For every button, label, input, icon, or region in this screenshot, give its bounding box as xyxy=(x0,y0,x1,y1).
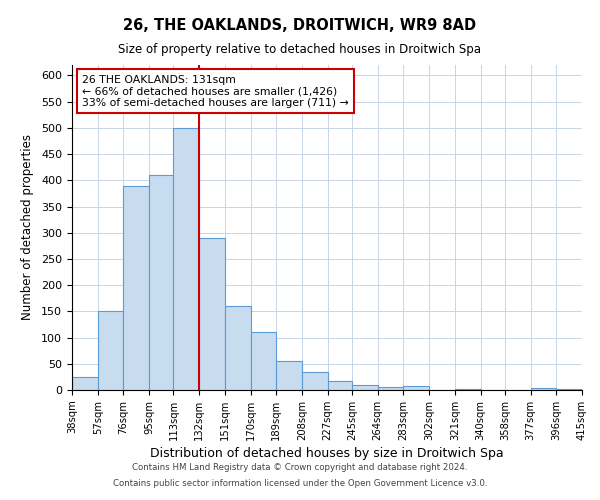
X-axis label: Distribution of detached houses by size in Droitwich Spa: Distribution of detached houses by size … xyxy=(150,447,504,460)
Bar xyxy=(276,361,302,390)
Bar xyxy=(199,238,225,390)
Bar xyxy=(251,332,276,390)
Bar xyxy=(378,388,403,390)
Bar xyxy=(98,312,124,390)
Y-axis label: Number of detached properties: Number of detached properties xyxy=(21,134,34,320)
Bar xyxy=(225,306,251,390)
Text: Size of property relative to detached houses in Droitwich Spa: Size of property relative to detached ho… xyxy=(119,42,482,56)
Bar xyxy=(149,175,173,390)
Bar xyxy=(173,128,199,390)
Bar xyxy=(124,186,149,390)
Bar xyxy=(328,380,352,390)
Bar xyxy=(455,389,481,390)
Text: 26, THE OAKLANDS, DROITWICH, WR9 8AD: 26, THE OAKLANDS, DROITWICH, WR9 8AD xyxy=(124,18,476,32)
Bar xyxy=(302,372,328,390)
Bar xyxy=(352,385,378,390)
Text: 26 THE OAKLANDS: 131sqm
← 66% of detached houses are smaller (1,426)
33% of semi: 26 THE OAKLANDS: 131sqm ← 66% of detache… xyxy=(82,74,349,108)
Bar xyxy=(72,377,98,390)
Bar xyxy=(530,388,556,390)
Bar xyxy=(403,386,429,390)
Text: Contains public sector information licensed under the Open Government Licence v3: Contains public sector information licen… xyxy=(113,478,487,488)
Text: Contains HM Land Registry data © Crown copyright and database right 2024.: Contains HM Land Registry data © Crown c… xyxy=(132,464,468,472)
Bar xyxy=(556,389,582,390)
